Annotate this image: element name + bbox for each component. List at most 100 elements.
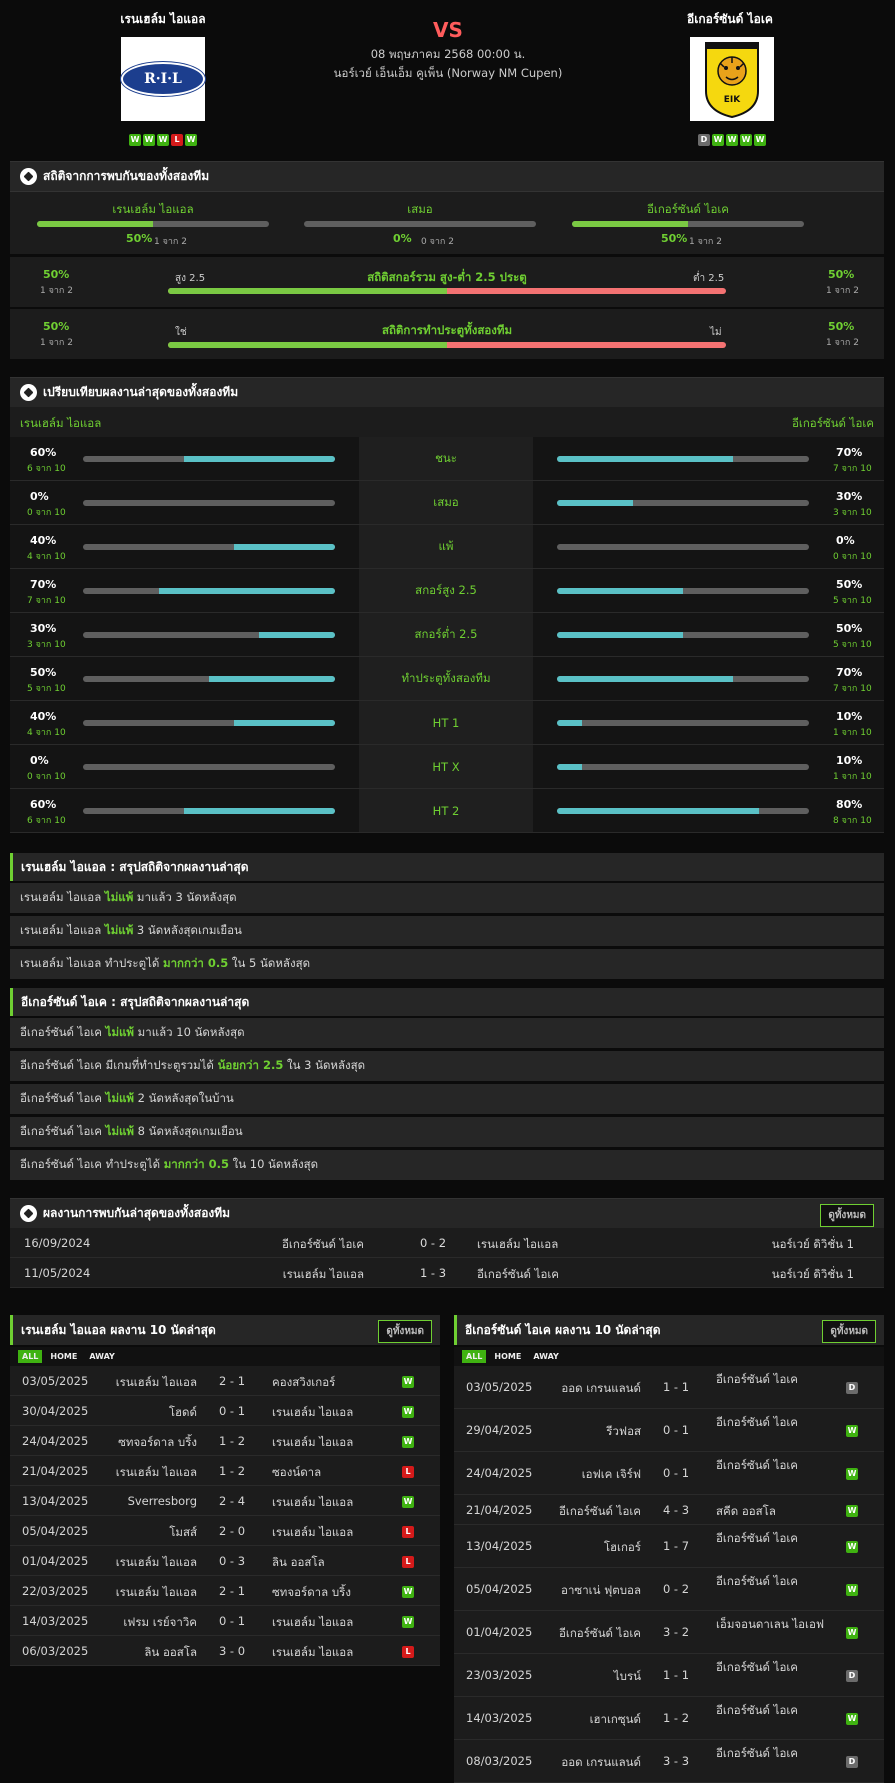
- match-away-team[interactable]: อีเกอร์ซันด์ ไอเค: [716, 1531, 798, 1545]
- match-league: นอร์เวย์ ดิวิชั่น 1: [771, 1237, 854, 1251]
- recent-match-row[interactable]: 23/03/2025 ไบรน์ 1 - 1 อีเกอร์ซันด์ ไอเค D: [454, 1654, 884, 1697]
- recent-match-row[interactable]: 05/04/2025 โมสส์ 2 - 0 เรนเฮล์ม ไอแอล L: [10, 1516, 440, 1546]
- match-home-team[interactable]: เอฟเค เจิร์ฟ: [581, 1467, 641, 1481]
- h2h-result-row[interactable]: 11/05/2024 เรนเฮล์ม ไอแอล 1 - 3 อีเกอร์ซันด…: [10, 1258, 884, 1288]
- ou-left-sub: 1 จาก 2: [40, 286, 73, 296]
- match-away-team[interactable]: ซองน์ดาล: [272, 1465, 322, 1479]
- recent-match-row[interactable]: 01/04/2025 อีเกอร์ซันด์ ไอเค 3 - 2 เอ็มจอนด…: [454, 1611, 884, 1654]
- match-away-team[interactable]: อีเกอร์ซันด์ ไอเค: [716, 1746, 798, 1760]
- recent-match-row[interactable]: 13/04/2025 โฮเกอร์ 1 - 7 อีเกอร์ซันด์ ไอเค W: [454, 1525, 884, 1568]
- match-away-team[interactable]: อีเกอร์ซันด์ ไอเค: [716, 1574, 798, 1588]
- recent-match-row[interactable]: 30/04/2025 โฮดด์ 0 - 1 เรนเฮล์ม ไอแอล W: [10, 1396, 440, 1426]
- recent-match-row[interactable]: 06/03/2025 ลิน ออสโล 3 - 0 เรนเฮล์ม ไอแอล L: [10, 1636, 440, 1666]
- recent-match-row[interactable]: 21/04/2025 เรนเฮล์ม ไอแอล 1 - 2 ซองน์ดาล L: [10, 1456, 440, 1486]
- recent-match-row[interactable]: 14/03/2025 เฮาเกซุนด์ 1 - 2 อีเกอร์ซันด์ ไอ…: [454, 1697, 884, 1740]
- match-home-team[interactable]: โฮดด์: [168, 1405, 197, 1419]
- match-home-team[interactable]: เรนเฮล์ม ไอแอล: [282, 1267, 364, 1281]
- recent-match-row[interactable]: 14/03/2025 เฟรม เรย์จาวิค 0 - 1 เรนเฮล์ม ไอ…: [10, 1606, 440, 1636]
- match-away-team[interactable]: อีเกอร์ซันด์ ไอเค: [716, 1415, 798, 1429]
- match-home-team[interactable]: โมสส์: [169, 1525, 197, 1539]
- tab-away[interactable]: AWAY: [89, 1352, 115, 1361]
- match-away-team[interactable]: ซทจอร์ดาล บริ้ง: [272, 1585, 351, 1599]
- match-away-team[interactable]: เรนเฮล์ม ไอแอล: [272, 1645, 354, 1659]
- h2h-view-all-button[interactable]: ดูทั้งหมด: [820, 1204, 874, 1227]
- h2h-col-bar-fill: [37, 221, 153, 227]
- match-home-team[interactable]: โฮเกอร์: [603, 1540, 641, 1554]
- match-away-team[interactable]: เอ็มจอนดาเลน ไอเอฟ: [716, 1617, 825, 1631]
- match-home-team[interactable]: เฮาเกซุนด์: [589, 1712, 641, 1726]
- match-home-team[interactable]: ซทจอร์ดาล บริ้ง: [118, 1435, 197, 1449]
- match-home-team[interactable]: ลิน ออสโล: [144, 1645, 197, 1659]
- tab-all[interactable]: ALL: [18, 1350, 43, 1363]
- home-last10-section: เรนเฮล์ม ไอแอล ผลงาน 10 นัดล่าสุด ดูทั้ง…: [10, 1315, 440, 1666]
- match-away-team[interactable]: อีเกอร์ซันด์ ไอเค: [477, 1267, 559, 1281]
- compare-metric-cell: HT X: [359, 745, 533, 788]
- away-last10-view-all-button[interactable]: ดูทั้งหมด: [822, 1320, 876, 1343]
- match-home-team[interactable]: ออด เกรนแลนด์: [561, 1381, 641, 1395]
- match-away-team[interactable]: คองสวิงเกอร์: [272, 1375, 336, 1389]
- match-home-team[interactable]: เรนเฮล์ม ไอแอล: [115, 1465, 197, 1479]
- away-team-name[interactable]: อีเกอร์ซันด์ ไอเค: [687, 12, 773, 26]
- match-date: 21/04/2025: [22, 1464, 89, 1478]
- match-home-team[interactable]: อีเกอร์ซันด์ ไอเค: [559, 1626, 641, 1640]
- recent-match-row[interactable]: 21/04/2025 อีเกอร์ซันด์ ไอเค 4 - 3 สคีด ออส…: [454, 1495, 884, 1525]
- home-last10-title: เรนเฮล์ม ไอแอล ผลงาน 10 นัดล่าสุด: [21, 1322, 216, 1337]
- recent-match-row[interactable]: 29/04/2025 รีวฟอส 0 - 1 อีเกอร์ซันด์ ไอเค W: [454, 1409, 884, 1452]
- match-away-team[interactable]: สคีด ออสโล: [716, 1504, 776, 1518]
- match-home-team[interactable]: ไบรน์: [613, 1669, 641, 1683]
- form-badge: W: [129, 134, 141, 146]
- tab-away[interactable]: AWAY: [533, 1352, 559, 1361]
- match-away-team[interactable]: เรนเฮล์ม ไอแอล: [477, 1237, 559, 1251]
- tab-home[interactable]: HOME: [494, 1352, 522, 1361]
- match-home-team[interactable]: ออด เกรนแลนด์: [561, 1755, 641, 1769]
- match-away-team[interactable]: ลิน ออสโล: [272, 1555, 325, 1569]
- recent-match-row[interactable]: 08/03/2025 ออด เกรนแลนด์ 3 - 3 อีเกอร์ซันด์…: [454, 1740, 884, 1783]
- match-away-team[interactable]: เรนเฮล์ม ไอแอล: [272, 1615, 354, 1629]
- recent-match-row[interactable]: 03/05/2025 เรนเฮล์ม ไอแอล 2 - 1 คองสวิงเกอร…: [10, 1366, 440, 1396]
- match-home-team[interactable]: รีวฟอส: [606, 1424, 641, 1438]
- summary-text: เรนเฮล์ม ไอแอล ทำประตูได้: [20, 956, 163, 970]
- home-team-logo[interactable]: R·I·L: [121, 37, 205, 121]
- away-team-logo[interactable]: EIK: [690, 37, 774, 121]
- match-away-team[interactable]: เรนเฮล์ม ไอแอล: [272, 1405, 354, 1419]
- recent-match-row[interactable]: 24/04/2025 ซทจอร์ดาล บริ้ง 1 - 2 เรนเฮล์ม ไ…: [10, 1426, 440, 1456]
- tab-home[interactable]: HOME: [50, 1352, 78, 1361]
- match-home-team[interactable]: Sverresborg: [127, 1494, 197, 1508]
- recent-match-row[interactable]: 03/05/2025 ออด เกรนแลนด์ 1 - 1 อีเกอร์ซันด์…: [454, 1366, 884, 1409]
- compare-section: เปรียบเทียบผลงานล่าสุดของทั้งสองทีม เรนเ…: [10, 377, 884, 833]
- compare-away-name[interactable]: อีเกอร์ซันด์ ไอเค: [792, 416, 874, 430]
- recent-match-row[interactable]: 22/03/2025 เรนเฮล์ม ไอแอล 2 - 1 ซทจอร์ดาล บ…: [10, 1576, 440, 1606]
- recent-match-row[interactable]: 13/04/2025 Sverresborg 2 - 4 เรนเฮล์ม ไอแอล…: [10, 1486, 440, 1516]
- recent-match-row[interactable]: 05/04/2025 อาซาเน่ ฟุตบอล 0 - 2 อีเกอร์ซันด…: [454, 1568, 884, 1611]
- match-away-team[interactable]: อีเกอร์ซันด์ ไอเค: [716, 1458, 798, 1472]
- match-away-team[interactable]: เรนเฮล์ม ไอแอล: [272, 1435, 354, 1449]
- summary-highlight: น้อยกว่า 2.5: [217, 1058, 284, 1072]
- compare-metric-cell: ชนะ: [359, 437, 533, 480]
- match-home-team[interactable]: เฟรม เรย์จาวิค: [123, 1615, 197, 1629]
- compare-row: 0% 0 จาก 10 เสมอ 30% 3 จาก 10: [10, 481, 884, 525]
- match-away-team[interactable]: เรนเฮล์ม ไอแอล: [272, 1495, 354, 1509]
- recent-match-row[interactable]: 01/04/2025 เรนเฮล์ม ไอแอล 0 - 3 ลิน ออสโล L: [10, 1546, 440, 1576]
- btts-right-sub: 1 จาก 2: [826, 338, 859, 348]
- compare-home-name[interactable]: เรนเฮล์ม ไอแอล: [20, 416, 102, 430]
- match-home-team[interactable]: เรนเฮล์ม ไอแอล: [115, 1585, 197, 1599]
- match-home-team[interactable]: เรนเฮล์ม ไอแอล: [115, 1555, 197, 1569]
- h2h-over-under-panel: 50% 1 จาก 2 สูง 2.5 สถิติสกอร์รวม สูง-ต่…: [10, 257, 884, 307]
- h2h-result-row[interactable]: 16/09/2024 อีเกอร์ซันด์ ไอเค 0 - 2 เรนเฮล์ม…: [10, 1228, 884, 1258]
- tab-all[interactable]: ALL: [462, 1350, 487, 1363]
- match-away-team[interactable]: เรนเฮล์ม ไอแอล: [272, 1525, 354, 1539]
- compare-header: เปรียบเทียบผลงานล่าสุดของทั้งสองทีม: [10, 377, 884, 407]
- match-away-team[interactable]: อีเกอร์ซันด์ ไอเค: [716, 1660, 798, 1674]
- match-score: 0 - 2: [419, 1236, 447, 1250]
- home-team-name[interactable]: เรนเฮล์ม ไอแอล: [120, 12, 206, 26]
- match-home-team[interactable]: อีเกอร์ซันด์ ไอเค: [282, 1237, 364, 1251]
- home-last10-view-all-button[interactable]: ดูทั้งหมด: [378, 1320, 432, 1343]
- summary-text: 3 นัดหลังสุดเกมเยือน: [133, 923, 242, 937]
- match-home-team[interactable]: เรนเฮล์ม ไอแอล: [115, 1375, 197, 1389]
- match-away-team[interactable]: อีเกอร์ซันด์ ไอเค: [716, 1703, 798, 1717]
- match-away-team[interactable]: อีเกอร์ซันด์ ไอเค: [716, 1372, 798, 1386]
- match-home-team[interactable]: อีเกอร์ซันด์ ไอเค: [559, 1504, 641, 1518]
- recent-match-row[interactable]: 24/04/2025 เอฟเค เจิร์ฟ 0 - 1 อีเกอร์ซันด์ …: [454, 1452, 884, 1495]
- match-home-team[interactable]: อาซาเน่ ฟุตบอล: [561, 1583, 641, 1597]
